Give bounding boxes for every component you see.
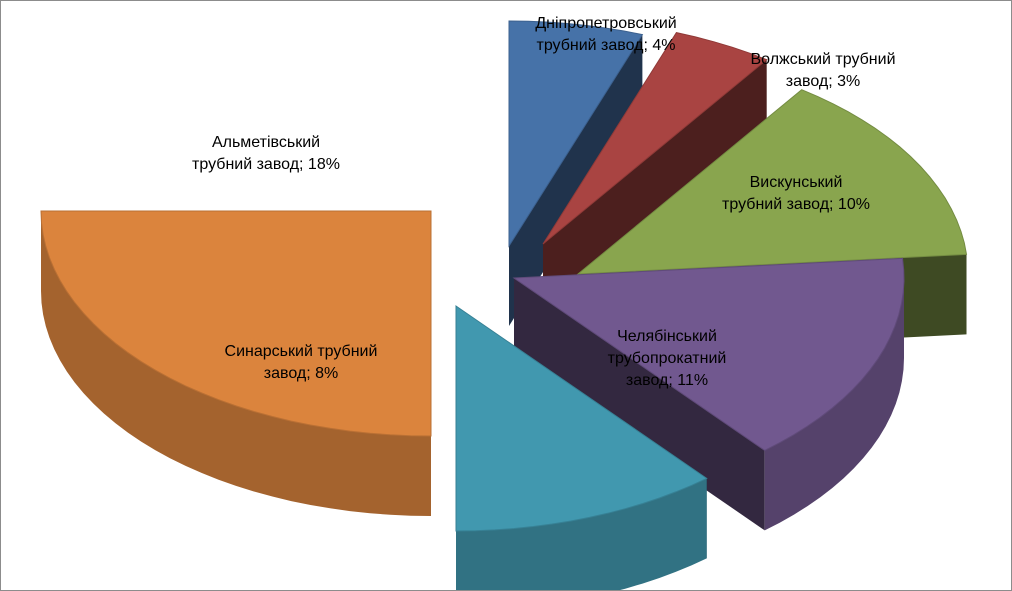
pie-slice-wall-1-end — [509, 34, 643, 327]
pie-slice-label-6-line-1: Альметівський — [212, 134, 320, 151]
pie-slice-label-4-line-2: трубопрокатний — [608, 350, 727, 367]
pie-slice-5 — [455, 305, 708, 532]
pie-slice-label-1-line-2: трубний завод; 4% — [537, 37, 676, 54]
pie-slice-label-4-line-3: завод; 11% — [626, 372, 708, 389]
pie-slice-1 — [508, 20, 644, 248]
pie-slice-label-3-line-2: трубний завод; 10% — [722, 196, 870, 213]
pie-slice-label-1: Дніпропетровський трубний завод; 4% — [535, 15, 676, 54]
pie-slice-label-5-line-2: завод; 8% — [264, 365, 338, 382]
pie-slice-label-2-line-2: завод; 3% — [786, 73, 860, 90]
pie-slice-label-2: Волжський трубний завод; 3% — [750, 51, 895, 90]
pie-slice-side-6 — [41, 211, 431, 516]
pie-slice-6 — [40, 210, 432, 437]
pie-slice-2 — [542, 32, 768, 245]
pie-slice-3 — [576, 89, 968, 275]
pie-slice-label-4: Челябінський трубопрокатний завод; 11% — [608, 328, 727, 389]
pie-slice-label-6: Альметівський трубний завод; 18% — [192, 134, 340, 173]
pie-slice-label-6-line-2: трубний завод; 18% — [192, 156, 340, 173]
pie-slice-wall-4-end — [514, 278, 765, 531]
pie-slice-label-5: Синарський трубний завод; 8% — [225, 343, 378, 382]
pie-slice-label-1-line-1: Дніпропетровський — [535, 15, 676, 32]
pie-tops-layer — [40, 20, 968, 532]
pie-slice-label-3: Вискунський трубний завод; 10% — [722, 174, 870, 213]
pie-slice-label-5-line-1: Синарський трубний — [225, 343, 378, 360]
pie-slice-label-2-line-1: Волжський трубний — [750, 51, 895, 68]
pie-slice-side-5 — [456, 478, 707, 590]
pie-slice-label-4-line-1: Челябінський — [617, 328, 717, 345]
pie-labels-layer: Дніпропетровський трубний завод; 4% Волжсь… — [192, 15, 895, 389]
pie-slice-side-4 — [764, 278, 904, 531]
pie-slice-4 — [512, 257, 905, 451]
pie-slice-label-3-line-1: Вискунський — [750, 174, 843, 191]
